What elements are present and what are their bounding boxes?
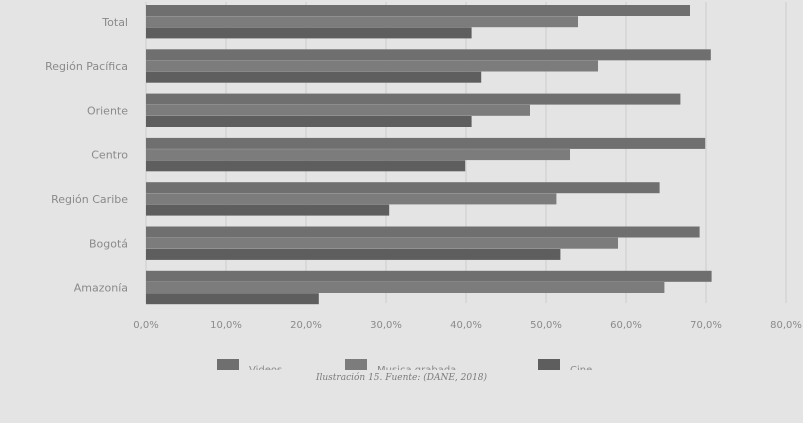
bar-videos xyxy=(146,137,706,149)
category-label: Total xyxy=(101,16,128,29)
x-tick-label: 50,0% xyxy=(530,320,562,331)
legend-label: Cine xyxy=(570,365,592,370)
bar-videos xyxy=(146,93,681,105)
bar-musica-grabada xyxy=(146,193,557,205)
category-label: Región Pacífica xyxy=(45,60,128,73)
bar-musica-grabada xyxy=(146,16,578,28)
figure-caption: Ilustración 15. Fuente: (DANE, 2018) xyxy=(315,373,488,383)
bar-videos xyxy=(146,270,712,282)
x-tick-label: 20,0% xyxy=(290,320,322,331)
legend-swatch xyxy=(538,359,560,370)
bar-musica-grabada xyxy=(146,104,530,116)
bar-videos xyxy=(146,5,690,16)
category-label: Centro xyxy=(91,149,128,162)
legend-swatch xyxy=(345,359,367,370)
legend-label: Videos xyxy=(249,365,282,370)
bar-cine xyxy=(146,27,472,39)
category-label: Amazonía xyxy=(74,282,128,295)
legend-swatch xyxy=(217,359,239,370)
legend: Videos Musica grabada Cine xyxy=(217,359,592,370)
bar-chart: Total Región Pacífica Oriente Centro Región … xyxy=(45,2,802,370)
bar-cine xyxy=(146,204,390,216)
bar-cine xyxy=(146,160,466,172)
category-label: Bogotá xyxy=(89,237,128,250)
bar-videos xyxy=(146,182,660,194)
bar-videos xyxy=(146,226,700,238)
bar-musica-grabada xyxy=(146,237,618,249)
category-label: Oriente xyxy=(87,104,128,117)
legend-label: Musica grabada xyxy=(377,365,456,370)
x-tick-labels: 0,0% 10,0% 20,0% 30,0% 40,0% 50,0% 60,0% 70,0% 8… xyxy=(133,320,802,331)
bar-musica-grabada xyxy=(146,282,665,293)
bar-cine xyxy=(146,248,561,260)
x-tick-label: 10,0% xyxy=(210,320,242,331)
bar-cine xyxy=(146,116,472,127)
category-label: Región Caribe xyxy=(51,193,128,206)
x-tick-label: 70,0% xyxy=(690,320,722,331)
bar-musica-grabada xyxy=(146,60,598,72)
x-tick-label: 0,0% xyxy=(133,320,158,331)
bars xyxy=(146,5,712,305)
x-tick-label: 30,0% xyxy=(370,320,402,331)
x-tick-label: 40,0% xyxy=(450,320,482,331)
bar-cine xyxy=(146,71,482,83)
bar-cine xyxy=(146,293,319,305)
x-tick-label: 80,0% xyxy=(770,320,802,331)
bar-musica-grabada xyxy=(146,149,570,161)
category-labels: Total Región Pacífica Oriente Centro Región … xyxy=(45,16,128,295)
bar-videos xyxy=(146,49,711,61)
x-tick-label: 60,0% xyxy=(610,320,642,331)
